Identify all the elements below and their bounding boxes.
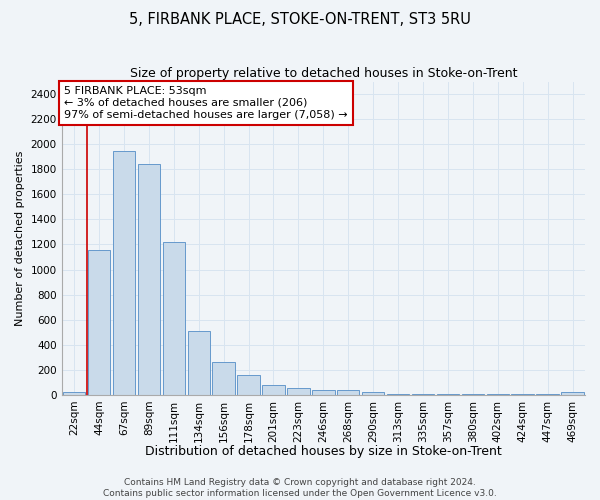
Bar <box>212 362 235 394</box>
Y-axis label: Number of detached properties: Number of detached properties <box>15 150 25 326</box>
Bar <box>562 392 584 394</box>
Bar <box>163 242 185 394</box>
Bar <box>113 150 135 394</box>
Text: 5, FIRBANK PLACE, STOKE-ON-TRENT, ST3 5RU: 5, FIRBANK PLACE, STOKE-ON-TRENT, ST3 5R… <box>129 12 471 28</box>
Bar <box>188 331 210 394</box>
Text: 5 FIRBANK PLACE: 53sqm
← 3% of detached houses are smaller (206)
97% of semi-det: 5 FIRBANK PLACE: 53sqm ← 3% of detached … <box>64 86 348 120</box>
Title: Size of property relative to detached houses in Stoke-on-Trent: Size of property relative to detached ho… <box>130 68 517 80</box>
Bar <box>137 164 160 394</box>
Bar <box>262 384 285 394</box>
Bar <box>88 250 110 394</box>
Bar <box>312 390 335 394</box>
Bar <box>287 388 310 394</box>
Bar <box>362 392 385 394</box>
X-axis label: Distribution of detached houses by size in Stoke-on-Trent: Distribution of detached houses by size … <box>145 444 502 458</box>
Bar <box>337 390 359 394</box>
Text: Contains HM Land Registry data © Crown copyright and database right 2024.
Contai: Contains HM Land Registry data © Crown c… <box>103 478 497 498</box>
Bar <box>238 376 260 394</box>
Bar <box>63 392 85 394</box>
